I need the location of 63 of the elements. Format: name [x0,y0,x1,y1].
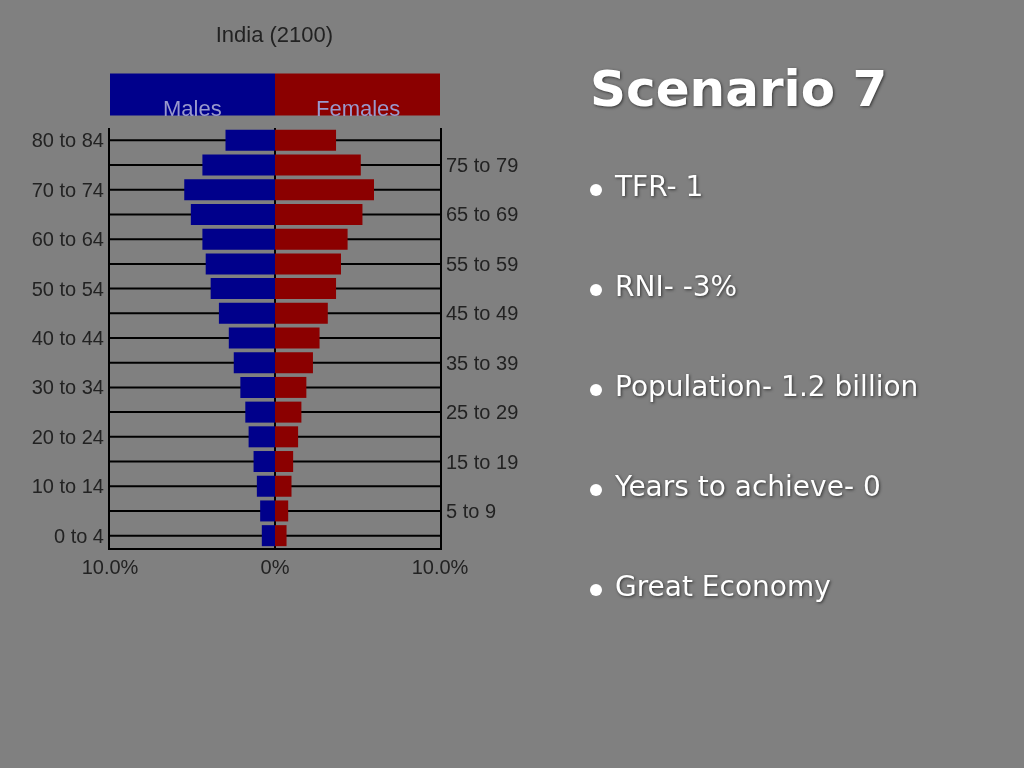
text: Years to achieve- 0 [615,470,881,503]
bar [275,451,294,473]
bar [275,302,328,324]
text: RNI- -3% [615,270,738,303]
y-tick-label: 0 to 4 [53,524,104,547]
bar [248,426,275,448]
y-tick-label: 45 to 49 [446,302,519,325]
bar [275,253,341,275]
chart-title: India (2100) [215,22,334,48]
y-tick-label: 40 to 44 [31,327,104,349]
text: TFR- 1 [615,170,704,203]
bar [233,352,275,374]
bar [275,475,292,497]
y-tick-label: 65 to 69 [446,203,519,226]
bar [261,525,275,547]
y-tick-label: 80 to 84 [31,129,104,152]
bar [228,327,275,349]
bar [218,302,275,324]
y-tick-label: 70 to 74 [31,178,104,201]
y-tick-label: 55 to 59 [446,252,519,275]
bar [205,253,275,275]
text: Scenario 7 [590,60,888,118]
bar [190,203,275,225]
y-tick-label: 10 to 14 [31,475,104,498]
y-tick-label: 75 to 79 [446,154,519,177]
bar [275,525,287,547]
y-tick-label: 25 to 29 [446,401,519,424]
bar [202,228,275,250]
text: Great Economy [615,570,831,603]
bar [275,278,337,300]
bar [275,154,361,176]
x-tick-label: 0% [260,556,290,578]
y-tick-label: 35 to 39 [446,351,519,374]
bar [275,401,302,423]
y-tick-label: 20 to 24 [31,425,104,448]
bar [260,500,275,522]
bar [202,154,275,176]
bar [275,500,289,522]
bar [245,401,275,423]
y-tick-label: 30 to 34 [31,376,104,399]
y-tick-label: 60 to 64 [31,228,104,251]
bar [275,426,299,448]
bar [275,203,363,225]
bar [240,376,275,398]
bar [275,228,348,250]
y-tick-label: 50 to 54 [31,277,104,300]
bar [256,475,275,497]
text: Population- 1.2 billion [615,370,919,403]
bar [225,129,275,151]
y-tick-label: 5 to 9 [446,499,497,522]
x-tick-label: 10.0% [81,556,139,578]
bar [253,451,275,473]
series-label: Females [316,96,401,121]
bar [275,129,337,151]
bar [275,352,313,374]
y-tick-label: 15 to 19 [446,450,519,473]
series-label: Males [163,96,222,121]
x-tick-label: 10.0% [411,556,469,578]
bar [210,278,275,300]
bar [275,179,374,201]
bar [275,327,320,349]
bar [275,376,307,398]
bar [184,179,275,201]
